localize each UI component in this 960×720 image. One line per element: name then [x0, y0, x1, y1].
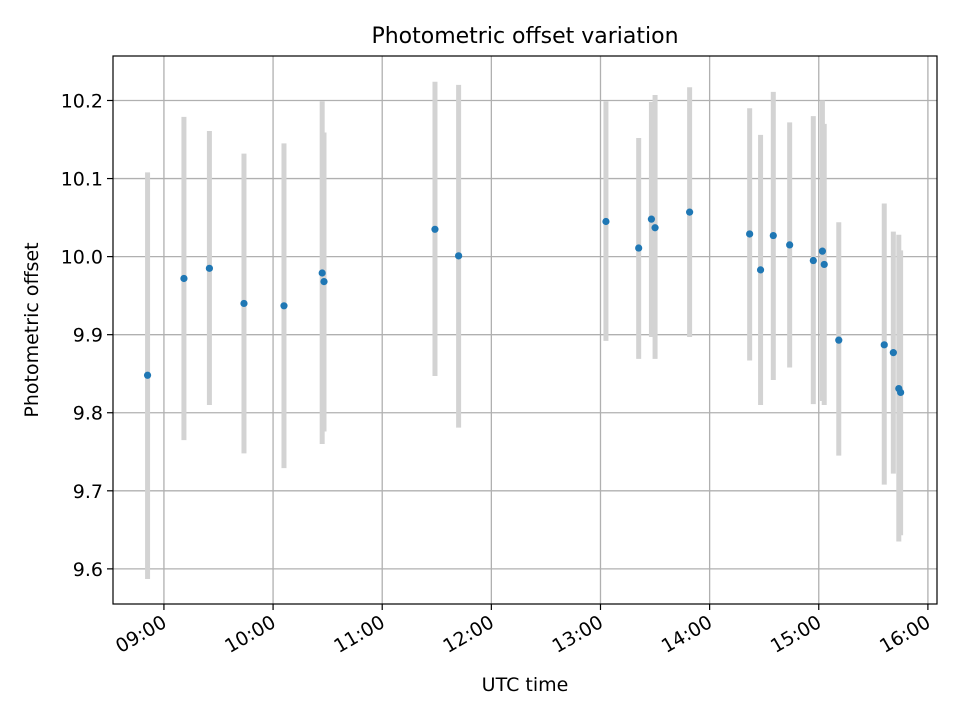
grid-layer [113, 56, 937, 604]
y-axis-label: Photometric offset [21, 242, 43, 417]
y-tick-label-4: 10.0 [61, 247, 103, 269]
x-tick-label-0: 09:00 [112, 611, 170, 657]
x-tick-label-3: 12:00 [439, 611, 497, 657]
x-axis-label: UTC time [482, 674, 569, 696]
data-point-6 [320, 278, 328, 286]
tick-layer: 09:00 10:00 11:00 12:00 13:00 14:00 15:00 16:00… [61, 90, 935, 657]
x-tick-label-7: 16:00 [876, 611, 934, 657]
y-tick-label-5: 10.1 [61, 169, 103, 191]
data-point-11 [647, 215, 656, 223]
data-point-13 [686, 208, 694, 216]
y-tick-label-0: 9.6 [73, 559, 103, 581]
data-point-8 [455, 252, 463, 260]
data-point-22 [880, 341, 888, 349]
y-tick-label-1: 9.7 [73, 481, 103, 503]
data-point-14 [746, 230, 754, 238]
data-point-1 [180, 274, 188, 283]
data-point-2 [205, 264, 214, 272]
y-tick-label-6: 10.2 [61, 90, 103, 112]
data-point-21 [835, 336, 843, 344]
errorbar-layer [145, 81, 904, 580]
data-point-18 [809, 256, 817, 265]
data-point-12 [651, 224, 659, 232]
data-point-4 [280, 302, 288, 310]
data-point-15 [756, 266, 765, 274]
data-point-20 [820, 260, 828, 269]
y-tick-label-3: 9.9 [73, 325, 103, 347]
data-point-23 [889, 349, 897, 357]
y-tick-label-2: 9.8 [73, 403, 103, 425]
plot-frame [112, 55, 938, 605]
x-tick-label-6: 15:00 [767, 611, 825, 657]
chart-title: Photometric offset variation [371, 24, 678, 49]
data-point-9 [602, 217, 610, 226]
data-point-5 [318, 269, 326, 277]
data-point-16 [769, 231, 777, 240]
x-tick-label-5: 14:00 [658, 611, 716, 657]
data-point-19 [818, 247, 827, 255]
data-point-10 [635, 244, 643, 252]
data-point-3 [240, 299, 248, 308]
data-point-17 [786, 241, 794, 249]
x-tick-label-1: 10:00 [221, 611, 279, 657]
data-point-0 [143, 371, 152, 379]
data-point-25 [897, 388, 905, 397]
x-tick-label-4: 13:00 [549, 611, 607, 657]
x-tick-label-2: 11:00 [330, 611, 388, 657]
data-point-7 [431, 225, 439, 233]
point-layer [143, 208, 905, 397]
